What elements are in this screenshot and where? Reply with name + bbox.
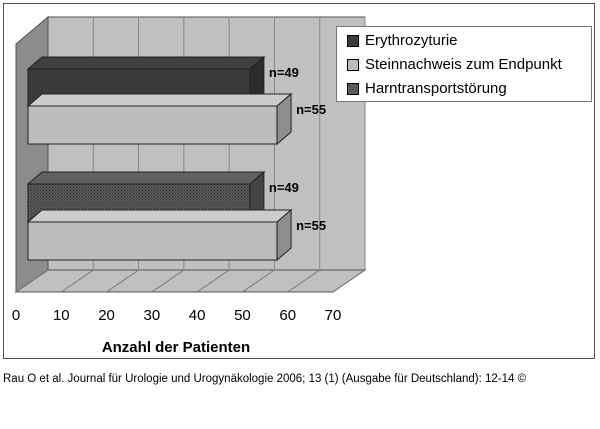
bar bbox=[26, 208, 293, 262]
floor-gridline bbox=[61, 269, 94, 293]
plot-floor bbox=[14, 269, 367, 293]
x-tick-label: 20 bbox=[98, 307, 115, 324]
bar-top-face bbox=[26, 171, 266, 185]
legend: Erythrozyturie Steinnachweis zum Endpunk… bbox=[336, 26, 592, 102]
legend-swatch-light bbox=[347, 58, 359, 71]
floor-gridline bbox=[332, 269, 366, 293]
data-label: n=49 bbox=[269, 65, 299, 80]
legend-item-steinnachweis: Steinnachweis zum Endpunkt bbox=[347, 56, 562, 73]
floor-gridline bbox=[287, 269, 320, 293]
x-tick-label: 50 bbox=[234, 307, 251, 324]
bar-top-face bbox=[26, 209, 293, 223]
data-label: n=55 bbox=[296, 218, 326, 233]
bar-top-face bbox=[26, 56, 266, 70]
x-tick-label: 0 bbox=[12, 307, 20, 324]
chart-plot: 0 10 20 30 40 50 60 70 n=49 n=55 n=49 n=55 Anzahl … bbox=[12, 15, 367, 356]
bar-end-face bbox=[276, 92, 292, 146]
floor-gridline bbox=[242, 269, 275, 293]
legend-swatch-dark bbox=[347, 34, 359, 47]
data-label: n=49 bbox=[269, 180, 299, 195]
legend-item-erythrozyturie: Erythrozyturie bbox=[347, 32, 458, 49]
source-caption: Rau O et al. Journal für Urologie und Ur… bbox=[3, 373, 527, 385]
legend-label: Steinnachweis zum Endpunkt bbox=[365, 56, 562, 73]
floor-gridline bbox=[196, 269, 230, 293]
x-tick-label: 10 bbox=[53, 307, 70, 324]
bar-top-face bbox=[26, 93, 293, 107]
x-axis-label: Anzahl der Patienten bbox=[102, 339, 250, 356]
bar-end-face bbox=[276, 208, 292, 262]
floor-gridline bbox=[106, 269, 139, 293]
legend-swatch-dotted bbox=[347, 82, 359, 95]
legend-label: Erythrozyturie bbox=[365, 32, 458, 49]
x-tick-label: 30 bbox=[144, 307, 161, 324]
data-label: n=55 bbox=[296, 102, 326, 117]
bar-front-face bbox=[27, 105, 278, 145]
x-tick-label: 40 bbox=[189, 307, 206, 324]
floor-gridline bbox=[15, 269, 49, 293]
chart-frame: 0 10 20 30 40 50 60 70 n=49 n=55 n=49 n=55 Anzahl … bbox=[3, 3, 595, 359]
x-tick-label: 70 bbox=[325, 307, 342, 324]
x-tick-label: 60 bbox=[279, 307, 296, 324]
legend-label: Harntransportstörung bbox=[365, 80, 507, 97]
floor-gridline bbox=[151, 269, 185, 293]
legend-item-harntransport: Harntransportstörung bbox=[347, 80, 507, 97]
bar bbox=[26, 92, 293, 146]
bar-front-face bbox=[27, 221, 278, 261]
